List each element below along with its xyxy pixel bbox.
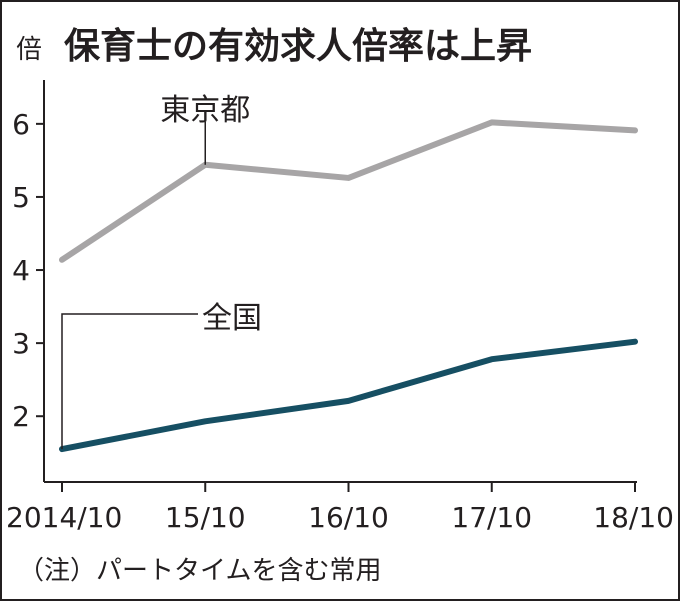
x-tick-label: 16/10: [308, 501, 389, 534]
national-leader-line: [61, 313, 198, 450]
series-lines: [59, 119, 638, 453]
x-tick-label: 15/10: [165, 501, 246, 534]
series-label-national: 全国: [202, 301, 262, 336]
y-tick-label: 4: [12, 254, 30, 287]
y-tick-label: 6: [12, 108, 30, 141]
y-tick-label: 5: [12, 181, 30, 214]
y-tick-group: 2 3 4 5 6: [12, 108, 44, 433]
series-label-tokyo: 東京都: [160, 93, 250, 128]
chart-note: （注）パートタイムを含む常用: [18, 556, 382, 586]
x-tick-label: 17/10: [451, 501, 532, 534]
series-line-national: [59, 338, 638, 453]
y-tick-label: 3: [12, 327, 30, 360]
x-tick-group: 2014/10 15/10 16/10 17/10 18/10: [6, 482, 674, 534]
y-unit-label: 倍: [16, 35, 42, 65]
x-tick-label: 2014/10: [6, 501, 122, 534]
x-tick-label: 18/10: [593, 501, 674, 534]
y-tick-label: 2: [12, 400, 30, 433]
series-line-tokyo: [59, 119, 638, 263]
chart-title: 保育士の有効求人倍率は上昇: [64, 26, 532, 67]
